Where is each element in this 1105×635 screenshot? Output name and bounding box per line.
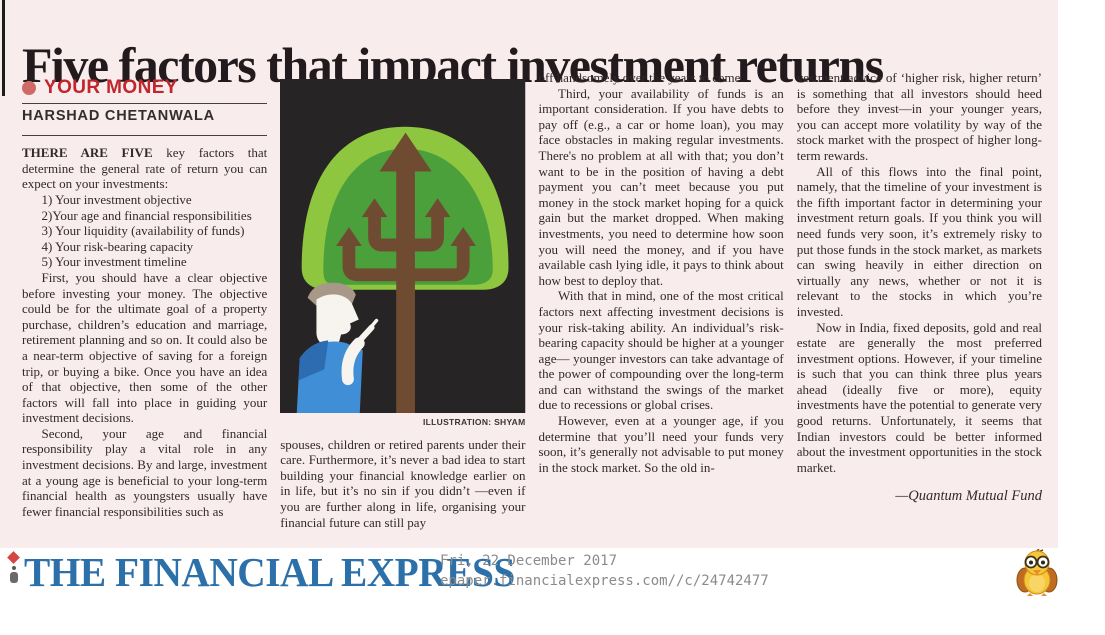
article-paragraph: Second, your age and financial responsib… bbox=[22, 425, 268, 519]
factor-list: 1) Your investment objective 2)Your age … bbox=[22, 192, 267, 270]
scan-edge-line bbox=[2, 0, 5, 96]
section-label: YOUR MONEY bbox=[44, 77, 178, 98]
epaper-url[interactable]: epaper.financialexpress.com//c/24742477 bbox=[440, 573, 769, 589]
article-paragraph: Third, your availability of funds is an … bbox=[538, 85, 784, 288]
article-paragraph: With that in mind, one of the most criti… bbox=[538, 288, 784, 413]
list-item: 4) Your risk-bearing capacity bbox=[41, 238, 194, 254]
article-clipping: Five factors that impact investment retu… bbox=[0, 0, 1058, 549]
list-item: 5) Your investment timeline bbox=[41, 254, 187, 270]
column-1: YOUR MONEY HARSHAD CHETANWALA THERE ARE … bbox=[22, 70, 268, 548]
column-3: off handsomely over the years to come. T… bbox=[539, 70, 784, 548]
rule-bottom bbox=[22, 135, 268, 137]
masthead-title: THE FINANCIAL EXPRESS bbox=[24, 549, 515, 595]
lead-rest-text: key factors that determine the general r… bbox=[22, 145, 268, 192]
column-2: ILLUSTRATION: SHYAM spouses, children or… bbox=[280, 70, 526, 548]
article-columns: YOUR MONEY HARSHAD CHETANWALA THERE ARE … bbox=[22, 70, 1042, 548]
byline: HARSHAD CHETANWALA bbox=[22, 107, 215, 124]
epaper-date: Fri, 22 December 2017 bbox=[440, 553, 618, 569]
emblem-diamond-icon bbox=[7, 551, 20, 564]
tree-arrows-illustration-icon bbox=[280, 79, 526, 413]
article-paragraph: However, even at a younger age, if you d… bbox=[538, 413, 784, 475]
section-header: YOUR MONEY bbox=[22, 77, 267, 98]
epaper-stamp: Fri, 22 December 2017 epaper.financialex… bbox=[440, 551, 769, 591]
epaper-footer: THE FINANCIAL EXPRESS Fri, 22 December 2… bbox=[0, 548, 1105, 635]
article-paragraph: spouses, children or retired parents und… bbox=[280, 436, 526, 530]
article-paragraph: First, you should have a clear objective… bbox=[22, 269, 268, 426]
rule-top bbox=[22, 102, 268, 104]
lead-paragraph: THERE ARE FIVE key factors that determin… bbox=[22, 145, 267, 192]
article-paragraph: vestment advice of ‘higher risk, higher … bbox=[796, 70, 1042, 163]
article-paragraph: off handsomely over the years to come. bbox=[538, 70, 744, 85]
masthead-emblem-icon bbox=[7, 551, 21, 592]
article-signature: —Quantum Mutual Fund bbox=[895, 488, 1042, 505]
emblem-base-icon bbox=[10, 572, 18, 583]
list-item: 2)Your age and financial responsibilitie… bbox=[41, 207, 252, 223]
section-bullet-icon bbox=[22, 80, 36, 95]
column-4: vestment advice of ‘higher risk, higher … bbox=[797, 70, 1042, 548]
article-paragraph: Now in India, fixed deposits, gold and r… bbox=[796, 319, 1042, 475]
illustration-credit: ILLUSTRATION: SHYAM bbox=[422, 417, 526, 427]
list-item: 1) Your investment objective bbox=[41, 191, 192, 207]
article-paragraph: All of this flows into the final point, … bbox=[796, 163, 1042, 319]
lead-bold-text: THERE ARE FIVE bbox=[22, 145, 153, 161]
list-item: 3) Your liquidity (availability of funds… bbox=[41, 223, 245, 239]
emblem-dot-icon bbox=[12, 566, 16, 570]
owl-mascot-icon bbox=[1016, 549, 1058, 596]
illustration: ILLUSTRATION: SHYAM bbox=[280, 79, 526, 431]
